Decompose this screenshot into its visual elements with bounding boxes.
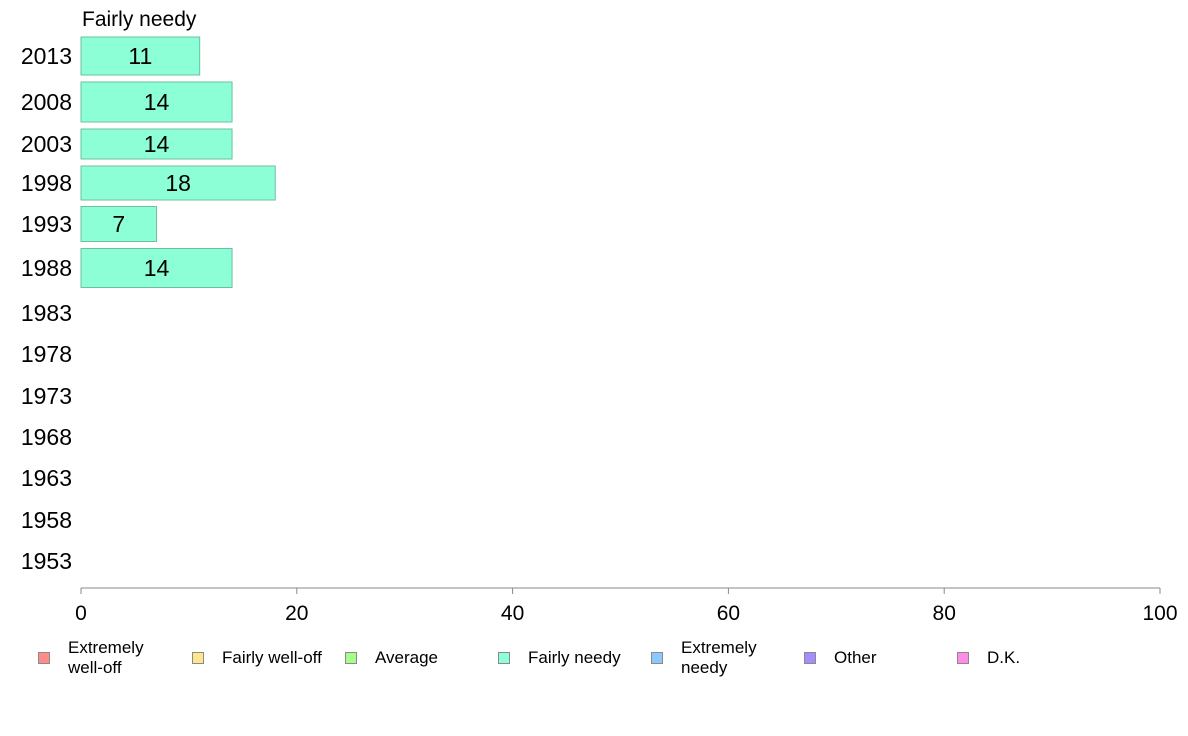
- data-label: 14: [144, 131, 170, 157]
- y-tick-label: 1988: [21, 255, 72, 281]
- y-tick-label: 1958: [21, 507, 72, 533]
- x-axis: 0 20 40 60 80 100: [75, 587, 1178, 625]
- legend-swatch: [651, 652, 663, 664]
- bar-chart: Fairly needy 11 14 14 18 7 14 0 20 40 60 80 100 20…: [21, 8, 1178, 625]
- data-label: 14: [144, 255, 170, 281]
- y-tick-label: 1973: [21, 383, 72, 409]
- y-axis-labels: 2013 2008 2003 1998 1993 1988 1983 1978 1973 1968…: [21, 43, 72, 574]
- x-tick-label: 60: [717, 602, 740, 625]
- data-label: 11: [128, 43, 152, 69]
- legend: Extremely well-off Fairly well-off Average F…: [0, 636, 1188, 686]
- legend-swatch: [957, 652, 969, 664]
- y-tick-label: 1983: [21, 300, 72, 326]
- y-tick-label: 2013: [21, 43, 72, 69]
- bars-layer: 11 14 14 18 7 14: [80, 36, 276, 288]
- y-tick-label: 1998: [21, 170, 72, 196]
- bar: [80, 206, 158, 242]
- y-tick-label: 1963: [21, 465, 72, 491]
- bar: [80, 248, 233, 288]
- legend-swatch: [498, 652, 510, 664]
- x-tick-label: 40: [501, 602, 524, 625]
- y-tick-label: 1978: [21, 341, 72, 367]
- legend-swatch: [192, 652, 204, 664]
- legend-item: Fairly needy: [498, 636, 621, 680]
- legend-label: Fairly needy: [528, 648, 621, 667]
- legend-label: Extremely well-off: [68, 638, 144, 677]
- legend-swatch: [804, 652, 816, 664]
- y-tick-label: 1953: [21, 548, 72, 574]
- y-tick-label: 2003: [21, 131, 72, 157]
- data-label: 7: [112, 211, 125, 237]
- legend-swatch: [345, 652, 357, 664]
- legend-item: Average: [345, 636, 438, 680]
- legend-item: Fairly well-off: [192, 636, 322, 680]
- x-tick-label: 0: [75, 602, 87, 625]
- legend-item: Other: [804, 636, 877, 680]
- legend-item: Extremely well-off: [38, 636, 144, 680]
- chart-title: Fairly needy: [82, 8, 197, 31]
- bar: [80, 128, 233, 160]
- bar: [80, 81, 233, 123]
- x-tick-label: 100: [1142, 602, 1177, 625]
- data-label: 18: [165, 170, 191, 196]
- legend-label: Fairly well-off: [222, 648, 322, 667]
- data-label: 14: [144, 89, 170, 115]
- bar: [80, 36, 201, 76]
- y-tick-label: 1993: [21, 211, 72, 237]
- legend-item: Extremely needy: [651, 636, 757, 680]
- y-tick-label: 1968: [21, 424, 72, 450]
- y-tick-label: 2008: [21, 89, 72, 115]
- legend-label: Other: [834, 648, 877, 667]
- legend-item: D.K.: [957, 636, 1020, 680]
- legend-label: Extremely needy: [681, 638, 757, 677]
- bar: [80, 165, 276, 201]
- x-tick-label: 80: [933, 602, 956, 625]
- legend-label: Average: [375, 648, 439, 667]
- legend-label: D.K.: [987, 648, 1021, 667]
- legend-swatch: [38, 652, 50, 664]
- x-tick-label: 20: [285, 602, 308, 625]
